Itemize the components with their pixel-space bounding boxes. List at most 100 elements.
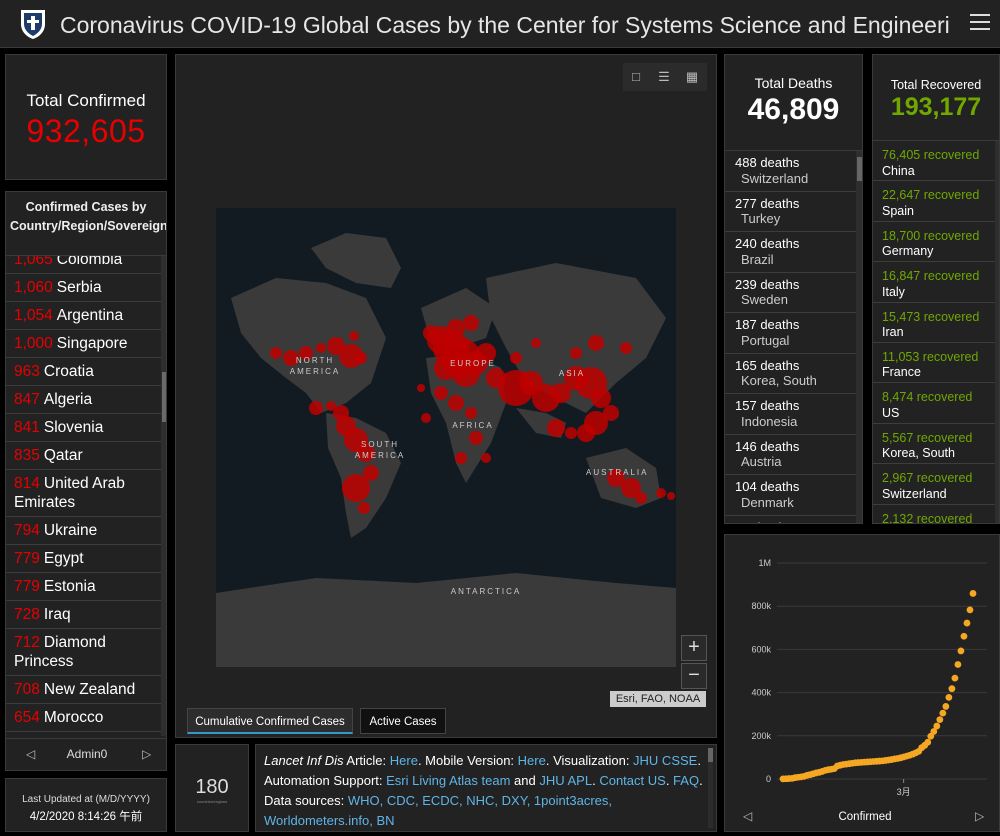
recovered-list-item[interactable]: 22,647 recovered Spain: [873, 181, 995, 222]
case-bubble: [620, 342, 632, 354]
country-name: Austria: [741, 454, 782, 469]
recovered-scrollbar[interactable]: [995, 141, 999, 523]
deaths-list-item[interactable]: 165 deaths Korea, South: [725, 354, 856, 394]
country-list-item[interactable]: 728 Iraq: [6, 601, 161, 629]
pager-label: Admin0: [66, 747, 108, 761]
world-map[interactable]: NORTH AMERICA SOUTH AMERICA EUROPE AFRICA AS…: [216, 208, 676, 667]
death-count: 488: [735, 155, 757, 170]
country-list-item[interactable]: 1,000 Singapore: [6, 330, 161, 358]
recovered-list-item[interactable]: 2,967 recovered Switzerland: [873, 464, 995, 505]
deaths-list-item[interactable]: 104 deaths Denmark: [725, 475, 856, 516]
bookmark-icon[interactable]: □: [632, 69, 640, 84]
info-text: . Visualization:: [545, 753, 634, 768]
death-count: 277: [735, 195, 757, 211]
confirmed-count: 779: [14, 578, 40, 595]
country-list-item[interactable]: 779 Estonia: [6, 573, 161, 601]
recovered-list[interactable]: 76,405 recovered China 22,647 recovered Spa…: [873, 141, 995, 523]
country-name: Brazil: [741, 251, 774, 267]
country-list-item[interactable]: 779 Egypt: [6, 545, 161, 573]
country-name: Colombia: [56, 256, 123, 268]
recovered-list-item[interactable]: 16,847 recovered Italy: [873, 262, 995, 303]
recovered-count: 16,847: [882, 269, 921, 284]
contact-link[interactable]: Contact US: [599, 773, 666, 788]
country-list-item[interactable]: 841 Slovenia: [6, 414, 161, 442]
deaths-list-item[interactable]: 240 deaths Brazil: [725, 232, 856, 273]
recovered-list-item[interactable]: 76,405 recovered China: [873, 141, 995, 182]
jhu-csse-link[interactable]: JHU CSSE: [633, 753, 698, 768]
info-text: . Automation Support:: [264, 753, 701, 788]
faq-link[interactable]: FAQ: [673, 773, 700, 788]
country-name: Indonesia: [741, 413, 798, 429]
deaths-list-item[interactable]: 98 deaths: [725, 516, 856, 524]
country-name: Singapore: [56, 335, 128, 352]
jhu-apl-link[interactable]: JHU APL: [539, 773, 593, 788]
country-list-item[interactable]: 814 United Arab Emirates: [6, 470, 161, 517]
deaths-scrollbar[interactable]: [856, 151, 862, 523]
country-list-item[interactable]: 963 Croatia: [6, 358, 161, 386]
case-bubble: [363, 465, 379, 481]
case-bubble: [283, 350, 299, 366]
zoom-in-button[interactable]: +: [681, 635, 707, 661]
article-link[interactable]: Here: [389, 753, 418, 768]
chart-next-icon[interactable]: ▷: [975, 809, 985, 823]
recovered-unit: recovered: [922, 349, 979, 364]
recovered-list-item[interactable]: 2,132 recovered: [873, 505, 995, 523]
country-name: Diamond Princess: [14, 634, 106, 670]
country-list-item[interactable]: 1,054 Argentina: [6, 302, 161, 330]
case-bubble: [463, 315, 479, 331]
legend-list-icon[interactable]: ☰: [658, 69, 670, 84]
deaths-list-item[interactable]: 187 deaths Portugal: [725, 313, 856, 354]
death-unit: deaths: [760, 479, 800, 494]
country-list-item[interactable]: 835 Qatar: [6, 442, 161, 470]
country-name: Korea, South: [882, 446, 955, 461]
deaths-list[interactable]: 488 deaths Switzerland 277 deaths Turkey 240…: [725, 151, 856, 524]
tab-active-cases[interactable]: Active Cases: [360, 708, 446, 734]
country-list-item[interactable]: 712 Diamond Princess: [6, 629, 161, 676]
recovered-count: 76,405: [882, 148, 921, 162]
case-bubble: [476, 343, 496, 363]
prev-page-icon[interactable]: ◁: [26, 747, 36, 761]
next-page-icon[interactable]: ▷: [142, 747, 152, 761]
case-bubble: [635, 492, 647, 504]
country-list-scrollbar[interactable]: [161, 256, 166, 736]
zoom-out-button[interactable]: −: [681, 663, 707, 689]
country-name: Iran: [882, 325, 904, 340]
country-list-item[interactable]: 708 New Zealand: [6, 676, 161, 704]
recovered-list-item[interactable]: 15,473 recovered Iran: [873, 303, 995, 343]
mobile-version-link[interactable]: Here: [517, 753, 546, 768]
recovered-list-item[interactable]: 5,567 recovered Korea, South: [873, 424, 995, 465]
recovered-list-item[interactable]: 8,474 recovered US: [873, 383, 995, 424]
case-bubble: [434, 356, 458, 380]
menu-icon[interactable]: [970, 14, 990, 34]
deaths-list-item[interactable]: 277 deaths Turkey: [725, 192, 856, 232]
tab-cumulative-confirmed[interactable]: Cumulative Confirmed Cases: [187, 708, 353, 734]
recovered-list-item[interactable]: 11,053 recovered France: [873, 343, 995, 384]
country-list-item[interactable]: 654 Morocco: [6, 704, 161, 732]
country-list-item[interactable]: 1,065 Colombia: [6, 256, 161, 274]
chart-point: [942, 703, 950, 710]
country-list-item[interactable]: 1,060 Serbia: [6, 274, 161, 302]
data-sources-link[interactable]: WHO, CDC, ECDC, NHC, DXY, 1point3acres, …: [264, 793, 612, 828]
map-label-europe: EUROPE: [450, 359, 496, 368]
country-list-title: Confirmed Cases by Country/Region/Sovere…: [6, 192, 166, 256]
esri-link[interactable]: Esri Living Atlas team: [386, 773, 511, 788]
chart-point: [936, 716, 944, 723]
case-bubble: [588, 335, 604, 351]
country-list-item[interactable]: 581Lithuania: [6, 732, 161, 736]
deaths-list-item[interactable]: 239 deaths Sweden: [725, 273, 856, 313]
recovered-unit: recovered: [923, 228, 980, 243]
info-scrollbar[interactable]: [708, 748, 713, 828]
death-count: 104: [735, 479, 757, 494]
total-recovered-panel: Total Recovered 193,177 76,405 recovered…: [872, 54, 1000, 524]
chart-prev-icon[interactable]: ◁: [743, 809, 753, 823]
recovered-list-item[interactable]: 18,700 recovered Germany: [873, 222, 995, 263]
country-list-item[interactable]: 794 Ukraine: [6, 517, 161, 545]
deaths-list-item[interactable]: 157 deaths Indonesia: [725, 394, 856, 435]
deaths-list-item[interactable]: 146 deaths Austria: [725, 435, 856, 475]
country-list-item[interactable]: 847 Algeria: [6, 386, 161, 414]
info-text: Article:: [343, 753, 390, 768]
basemap-gallery-icon[interactable]: ▦: [685, 69, 699, 84]
case-bubble: [570, 347, 582, 359]
deaths-list-item[interactable]: 488 deaths Switzerland: [725, 151, 856, 192]
country-list[interactable]: 1,065 Colombia 1,060 Serbia 1,054 Argentina 1,…: [6, 256, 161, 736]
